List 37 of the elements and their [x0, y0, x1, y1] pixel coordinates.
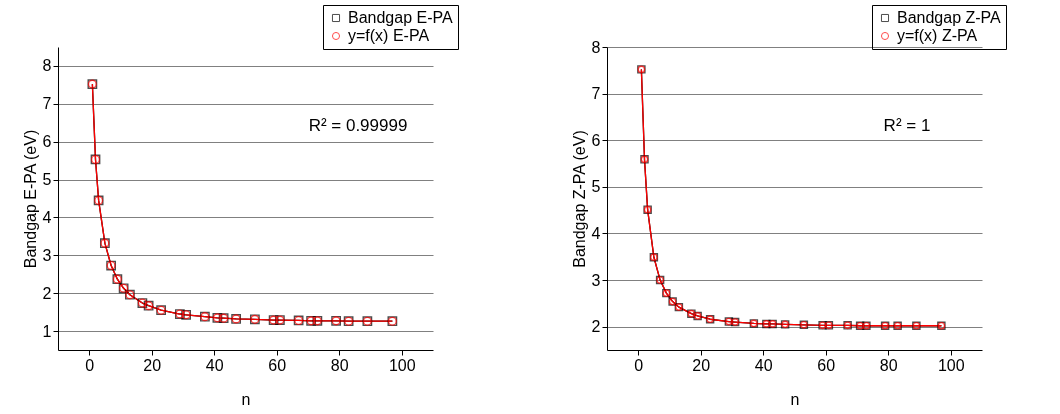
- legend-label: y=f(x) E-PA: [348, 27, 430, 44]
- legend-label: y=f(x) Z-PA: [897, 27, 978, 44]
- y-axis-title: Bandgap E-PA (eV): [21, 129, 39, 269]
- x-tick-label: 20: [143, 356, 162, 374]
- x-tick-label: 0: [85, 356, 95, 374]
- y-tick-label: 8: [42, 57, 52, 75]
- y-tick-label: 7: [591, 85, 601, 103]
- x-tick-label: 80: [330, 356, 349, 374]
- y-tick-label: 5: [591, 178, 601, 196]
- y-tick-label: 6: [42, 133, 52, 151]
- x-tick-label: 100: [388, 356, 416, 374]
- y-tick-label: 8: [591, 38, 601, 56]
- annotation: R² = 0.99999: [308, 115, 408, 135]
- y-tick-label: 2: [42, 284, 52, 302]
- y-tick-label: 3: [42, 246, 52, 264]
- x-tick-label: 100: [937, 356, 965, 374]
- x-tick-label: 40: [754, 356, 773, 374]
- y-tick-label: 4: [42, 208, 52, 226]
- y-tick-label: 2: [591, 318, 601, 336]
- x-tick-label: 40: [205, 356, 224, 374]
- legend-label: Bandgap E-PA: [348, 9, 453, 26]
- annotation: R² = 1: [883, 115, 931, 135]
- y-tick-label: 4: [591, 224, 601, 242]
- x-tick-label: 60: [268, 356, 287, 374]
- y-tick-label: 5: [42, 171, 52, 189]
- y-tick-label: 6: [591, 131, 601, 149]
- y-tick-label: 7: [42, 95, 52, 113]
- x-tick-label: 80: [879, 356, 898, 374]
- x-axis-title: n: [241, 390, 251, 408]
- x-tick-label: 60: [817, 356, 836, 374]
- x-tick-label: 20: [692, 356, 711, 374]
- y-tick-label: 1: [42, 322, 52, 340]
- y-axis-title: Bandgap Z-PA (eV): [570, 130, 588, 268]
- y-tick-label: 3: [591, 271, 601, 289]
- legend-label: Bandgap Z-PA: [897, 9, 1002, 26]
- x-axis-title: n: [790, 390, 800, 408]
- x-tick-label: 0: [634, 356, 644, 374]
